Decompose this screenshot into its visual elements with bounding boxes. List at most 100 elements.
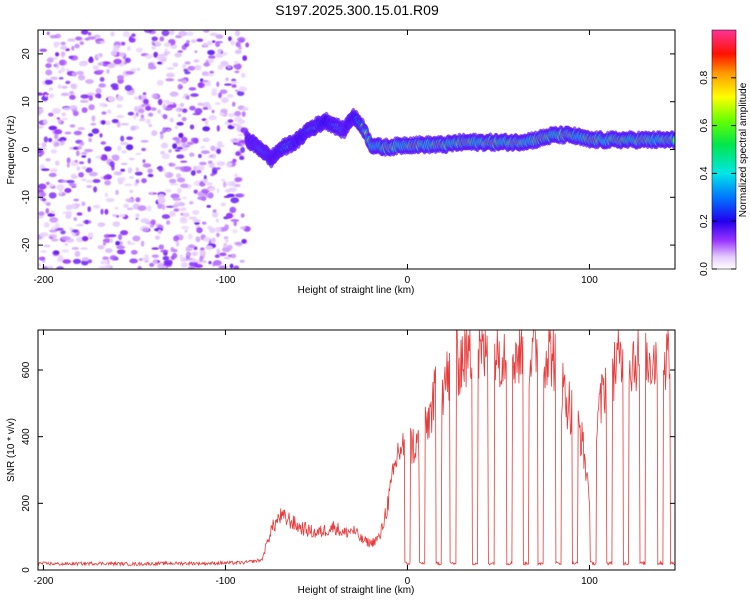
- noise-cell: [48, 112, 54, 117]
- noise-cell: [40, 250, 48, 253]
- noise-cell: [241, 239, 247, 244]
- noise-cell: [57, 255, 64, 262]
- noise-cell: [111, 119, 119, 123]
- snr-y-label: SNR (10 * v/v): [6, 418, 17, 482]
- noise-cell: [223, 256, 231, 260]
- y-tick-label: -20: [21, 237, 32, 252]
- noise-cell: [78, 74, 86, 81]
- noise-cell: [79, 141, 85, 146]
- noise-cell: [66, 211, 73, 216]
- noise-cell: [202, 107, 209, 110]
- noise-cell: [169, 30, 175, 36]
- noise-cell: [215, 218, 219, 223]
- noise-cell: [188, 87, 197, 91]
- noise-cell: [237, 123, 242, 127]
- noise-cell: [221, 97, 229, 104]
- noise-cell: [100, 208, 104, 215]
- noise-cell: [228, 36, 232, 42]
- noise-cell: [120, 230, 129, 236]
- noise-cell: [214, 254, 220, 258]
- noise-cell: [148, 112, 154, 117]
- noise-cell: [59, 59, 67, 66]
- noise-cell: [128, 157, 135, 161]
- noise-cell: [203, 179, 207, 184]
- noise-cell: [150, 191, 154, 195]
- noise-cell: [48, 183, 55, 187]
- noise-cell: [107, 62, 116, 69]
- noise-cell: [60, 92, 70, 97]
- noise-cell: [53, 250, 60, 255]
- noise-cell: [78, 62, 87, 67]
- noise-cell: [233, 265, 240, 269]
- noise-cell: [72, 247, 79, 250]
- noise-cell: [86, 180, 93, 183]
- noise-cell: [151, 130, 158, 137]
- noise-cell: [203, 137, 210, 142]
- noise-cell: [43, 222, 50, 228]
- noise-cell: [210, 173, 215, 177]
- noise-cell: [158, 165, 164, 172]
- noise-cell: [163, 51, 169, 57]
- noise-cell: [50, 238, 59, 242]
- noise-cell: [97, 222, 105, 228]
- noise-cell: [151, 247, 159, 250]
- noise-cell: [174, 125, 178, 130]
- noise-cell: [69, 91, 75, 95]
- noise-cell: [201, 80, 209, 83]
- noise-cell: [234, 241, 243, 246]
- noise-cell: [179, 102, 185, 108]
- noise-cell: [225, 239, 229, 243]
- noise-cell: [102, 238, 111, 243]
- noise-cell: [223, 242, 228, 248]
- noise-cell: [71, 175, 78, 179]
- noise-cell: [196, 169, 202, 174]
- noise-cell: [234, 70, 240, 74]
- noise-cell: [151, 93, 159, 99]
- noise-cell: [85, 167, 93, 173]
- noise-cell: [194, 221, 200, 225]
- noise-cell: [219, 112, 224, 116]
- noise-cell: [151, 46, 156, 50]
- noise-cell: [115, 241, 120, 246]
- noise-cell: [87, 32, 92, 36]
- noise-cell: [140, 114, 145, 120]
- noise-cell: [211, 167, 218, 173]
- noise-cell: [157, 197, 166, 204]
- noise-cell: [154, 40, 162, 47]
- noise-cell: [184, 61, 191, 65]
- noise-cell: [159, 36, 165, 42]
- noise-cell: [135, 167, 139, 172]
- noise-cell: [112, 221, 121, 228]
- noise-cell: [44, 79, 53, 85]
- noise-cell: [81, 201, 86, 207]
- noise-cell: [210, 145, 216, 152]
- noise-cell: [58, 69, 62, 74]
- noise-cell: [204, 119, 209, 126]
- spectrogram-x-ticks: -200 -100 0 100: [33, 30, 598, 286]
- noise-cell: [188, 266, 196, 269]
- noise-cell: [100, 260, 108, 265]
- noise-cell: [225, 212, 233, 219]
- noise-cell: [110, 50, 118, 57]
- noise-cell: [239, 156, 245, 160]
- noise-cell: [206, 182, 213, 186]
- noise-cell: [116, 121, 121, 128]
- noise-cell: [64, 131, 72, 135]
- noise-cell: [140, 218, 149, 224]
- snr-series-line: [38, 330, 675, 567]
- noise-cell: [71, 229, 79, 233]
- x-tick-label: -200: [33, 275, 53, 286]
- noise-cell: [202, 126, 211, 132]
- noise-cell: [212, 209, 217, 213]
- noise-cell: [200, 145, 206, 149]
- noise-cell: [77, 145, 83, 150]
- noise-cell: [102, 256, 109, 261]
- noise-cell: [69, 94, 76, 100]
- y-tick-label: 10: [21, 96, 32, 108]
- noise-cell: [38, 216, 44, 219]
- noise-cell: [179, 254, 184, 259]
- noise-cell: [60, 41, 66, 46]
- noise-cell: [216, 232, 220, 238]
- noise-cell: [104, 146, 112, 152]
- noise-cell: [160, 249, 169, 253]
